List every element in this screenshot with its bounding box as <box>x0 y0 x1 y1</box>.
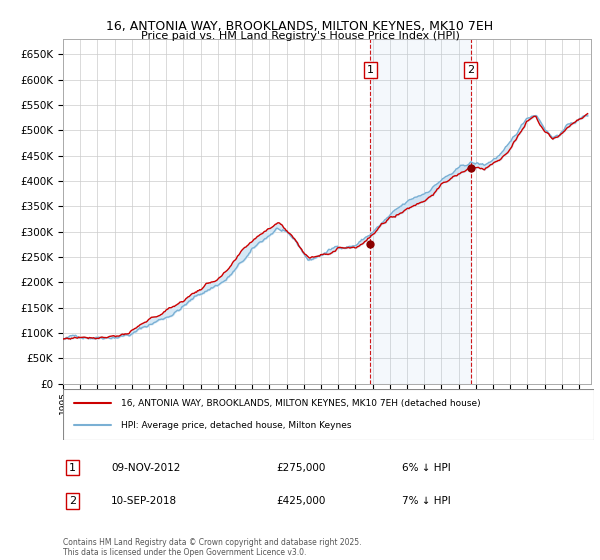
Text: Contains HM Land Registry data © Crown copyright and database right 2025.
This d: Contains HM Land Registry data © Crown c… <box>63 538 361 557</box>
Text: 16, ANTONIA WAY, BROOKLANDS, MILTON KEYNES, MK10 7EH (detached house): 16, ANTONIA WAY, BROOKLANDS, MILTON KEYN… <box>121 399 481 408</box>
Text: 2: 2 <box>69 496 76 506</box>
Text: 2: 2 <box>467 65 474 75</box>
Text: 7% ↓ HPI: 7% ↓ HPI <box>402 496 451 506</box>
Text: 1: 1 <box>69 463 76 473</box>
Text: Price paid vs. HM Land Registry's House Price Index (HPI): Price paid vs. HM Land Registry's House … <box>140 31 460 41</box>
FancyBboxPatch shape <box>63 389 594 440</box>
Text: £275,000: £275,000 <box>276 463 325 473</box>
Text: 10-SEP-2018: 10-SEP-2018 <box>111 496 177 506</box>
Text: 6% ↓ HPI: 6% ↓ HPI <box>402 463 451 473</box>
Text: HPI: Average price, detached house, Milton Keynes: HPI: Average price, detached house, Milt… <box>121 421 352 430</box>
Bar <box>370 39 470 384</box>
Text: 09-NOV-2012: 09-NOV-2012 <box>111 463 181 473</box>
Text: 16, ANTONIA WAY, BROOKLANDS, MILTON KEYNES, MK10 7EH: 16, ANTONIA WAY, BROOKLANDS, MILTON KEYN… <box>106 20 494 32</box>
Text: 1: 1 <box>367 65 374 75</box>
Text: £425,000: £425,000 <box>276 496 325 506</box>
